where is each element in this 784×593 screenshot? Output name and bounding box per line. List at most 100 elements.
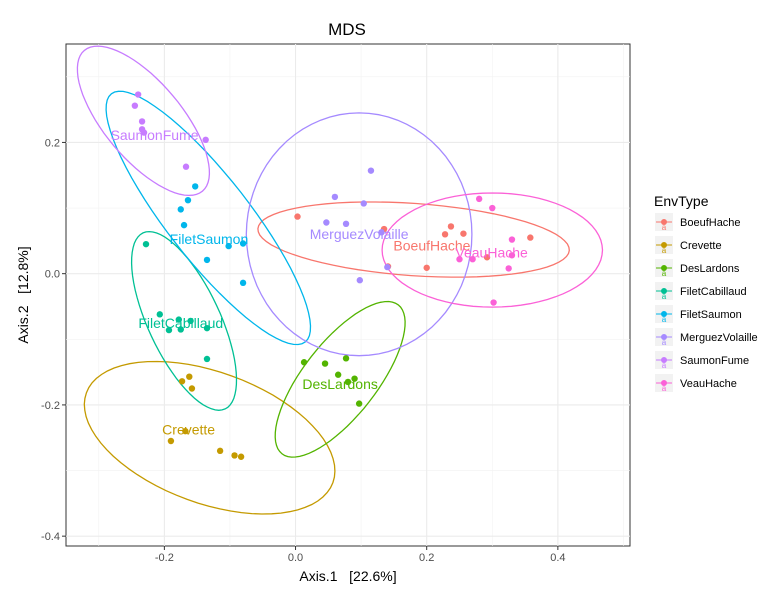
point-MerguezVolaille xyxy=(323,219,330,226)
point-DesLardons xyxy=(344,378,352,386)
ellipse-BoeufHache xyxy=(257,201,570,278)
x-tick-label: 0.0 xyxy=(288,552,303,564)
ellipse-FiletCabillaud xyxy=(130,230,238,411)
point-DesLardons xyxy=(334,371,342,378)
point-DesLardons xyxy=(351,375,358,382)
ellipse-SaumonFume xyxy=(76,45,211,197)
point-FiletCabillaud xyxy=(203,324,211,332)
legend-entry-VeauHache: VeauHache xyxy=(680,378,737,390)
legend-key-letter: a xyxy=(662,361,667,370)
point-DesLardons xyxy=(321,360,329,367)
point-Crevette xyxy=(186,373,193,380)
point-FiletSaumon xyxy=(177,206,184,213)
legend-entry-MerguezVolaille: MerguezVolaille xyxy=(680,332,758,344)
y-axis-ticks: -0.4 -0.2 0.0 0.2 xyxy=(41,137,66,543)
point-SaumonFume xyxy=(131,102,139,109)
point-FiletSaumon xyxy=(203,256,211,264)
point-FiletCabillaud xyxy=(175,316,182,323)
point-Crevette xyxy=(237,453,245,460)
y-tick-label: 0.2 xyxy=(45,137,60,149)
group-label-SaumonFume: SaumonFume xyxy=(111,127,199,143)
ellipse-VeauHache xyxy=(381,192,604,308)
ellipse-FiletSaumon xyxy=(105,90,312,346)
point-MerguezVolaille xyxy=(331,193,339,201)
legend-key-letter: a xyxy=(662,384,667,393)
point-BoeufHache xyxy=(441,231,449,238)
point-FiletSaumon xyxy=(225,242,232,250)
point-BoeufHache xyxy=(447,223,455,230)
x-tick-label: -0.2 xyxy=(155,552,174,564)
point-SaumonFume xyxy=(134,91,142,98)
legend-entry-Crevette: Crevette xyxy=(680,240,722,252)
point-MerguezVolaille xyxy=(356,277,364,284)
point-Crevette xyxy=(167,437,175,445)
point-MerguezVolaille xyxy=(360,200,367,207)
point-BoeufHache xyxy=(527,234,534,241)
y-tick-label: -0.4 xyxy=(41,531,60,543)
point-MerguezVolaille xyxy=(384,263,391,271)
point-VeauHache xyxy=(489,204,496,212)
point-Crevette xyxy=(182,427,189,435)
legend-key-point xyxy=(661,219,667,225)
group-label-BoeufHache: BoeufHache xyxy=(393,238,470,254)
plot-panel xyxy=(65,43,631,547)
legend-key-point xyxy=(661,334,667,340)
legend-entry-DesLardons: DesLardons xyxy=(680,263,740,275)
ellipse-MerguezVolaille xyxy=(245,112,473,357)
x-tick-label: 0.4 xyxy=(550,552,565,564)
point-FiletCabillaud xyxy=(203,355,211,363)
legend: EnvType a BoeufHache a Crevette a DesLardons a… xyxy=(654,193,758,393)
point-VeauHache xyxy=(475,195,483,203)
y-axis-label: Axis.2 [12.8%] xyxy=(15,246,31,343)
group-label-MerguezVolaille: MerguezVolaille xyxy=(310,226,409,242)
x-tick-label: 0.2 xyxy=(419,552,434,564)
point-FiletSaumon xyxy=(180,221,188,229)
point-Crevette xyxy=(231,452,238,459)
legend-key-point xyxy=(661,288,667,294)
legend-key-point xyxy=(661,265,667,271)
legend-key-letter: a xyxy=(662,223,667,232)
point-Crevette xyxy=(216,447,224,455)
legend-entry-FiletSaumon: FiletSaumon xyxy=(680,309,742,321)
point-BoeufHache xyxy=(423,264,430,271)
point-DesLardons xyxy=(342,355,350,362)
chart-title: MDS xyxy=(328,20,366,39)
point-DesLardons xyxy=(355,400,363,407)
point-VeauHache xyxy=(508,236,516,243)
point-FiletCabillaud xyxy=(165,326,173,334)
y-tick-label: 0.0 xyxy=(45,269,60,281)
point-FiletCabillaud xyxy=(187,317,194,325)
point-Crevette xyxy=(188,385,196,392)
data-points xyxy=(131,91,534,460)
legend-key-letter: a xyxy=(662,246,667,255)
legend-entry-BoeufHache: BoeufHache xyxy=(680,217,741,229)
point-SaumonFume xyxy=(182,163,190,170)
point-FiletSaumon xyxy=(191,183,199,190)
legend-key-point xyxy=(661,311,667,317)
point-VeauHache xyxy=(508,252,516,259)
point-DesLardons xyxy=(300,359,308,366)
point-BoeufHache xyxy=(294,213,301,220)
point-VeauHache xyxy=(490,299,497,306)
ellipses xyxy=(76,45,604,515)
y-tick-label: -0.2 xyxy=(41,400,60,412)
legend-key-letter: a xyxy=(662,315,667,324)
group-label-Crevette: Crevette xyxy=(162,421,215,437)
legend-key-letter: a xyxy=(662,338,667,347)
legend-key-letter: a xyxy=(662,269,667,278)
legend-entry-SaumonFume: SaumonFume xyxy=(680,355,749,367)
legend-key-point xyxy=(661,357,667,363)
x-axis-ticks: -0.2 0.0 0.2 0.4 xyxy=(155,546,566,564)
point-VeauHache xyxy=(456,256,463,263)
point-SaumonFume xyxy=(140,129,148,136)
ellipse-DesLardons xyxy=(274,300,406,458)
point-SaumonFume xyxy=(138,118,146,125)
legend-entry-FiletCabillaud: FiletCabillaud xyxy=(680,286,747,298)
group-label-VeauHache: VeauHache xyxy=(455,244,528,260)
point-MerguezVolaille xyxy=(367,167,375,174)
point-BoeufHache xyxy=(483,254,491,261)
point-Crevette xyxy=(178,378,186,385)
legend-key-letter: a xyxy=(662,292,667,301)
legend-key-point xyxy=(661,380,667,386)
